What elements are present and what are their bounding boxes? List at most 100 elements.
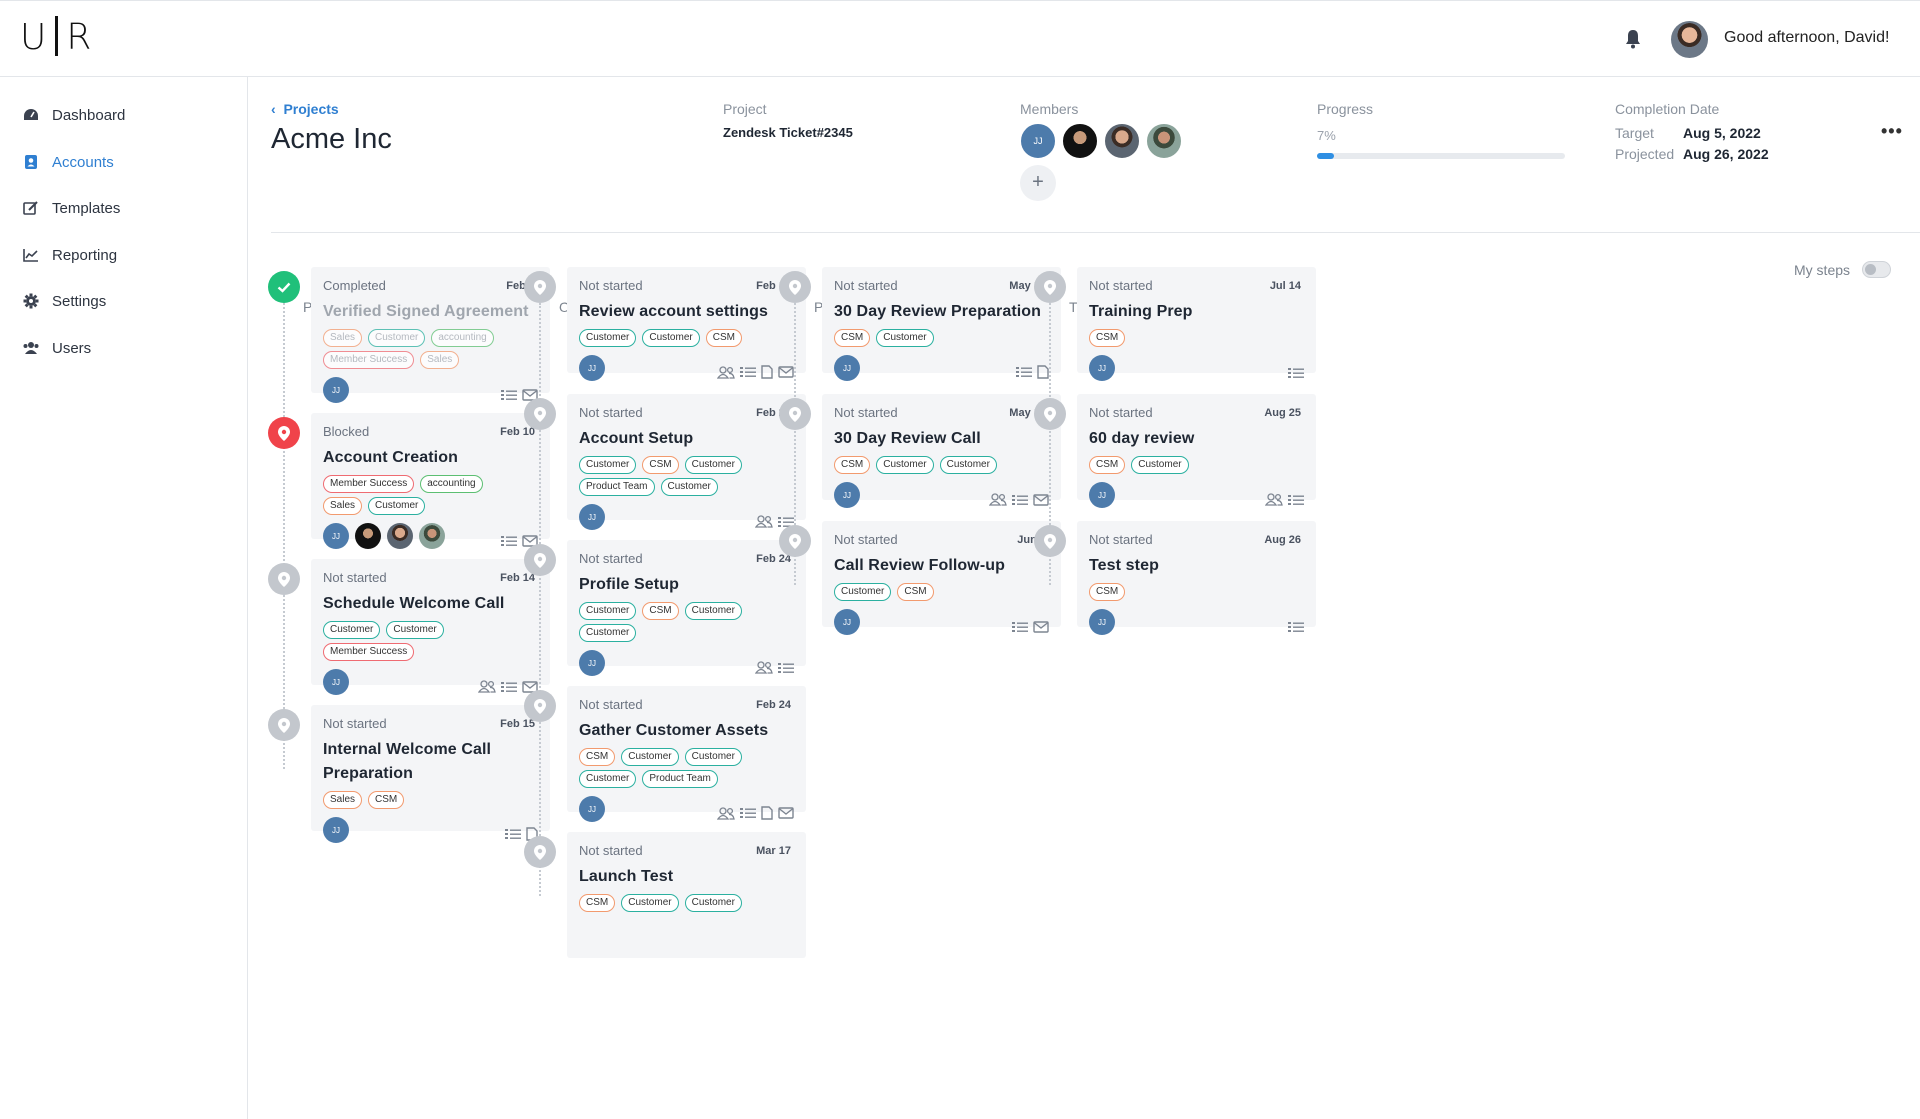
step-card[interactable]: Not started Feb 24 Gather Customer Assets C… xyxy=(567,686,806,822)
step-card[interactable]: Not started Feb 24 Profile Setup Customer CS… xyxy=(567,540,806,676)
member-avatar[interactable] xyxy=(1062,123,1098,159)
step-status: Blocked xyxy=(323,424,370,439)
target-date: Aug 5, 2022 xyxy=(1683,125,1761,141)
step-card[interactable]: Not started May 12 30 Day Review Preparati… xyxy=(822,267,1061,381)
step-date: Aug 26 xyxy=(1264,534,1301,546)
assignee-avatar[interactable]: JJ xyxy=(323,523,349,549)
checklist-icon[interactable] xyxy=(1012,621,1028,633)
step-date: Jul 14 xyxy=(1269,280,1301,292)
member-avatar[interactable]: JJ xyxy=(1020,123,1056,159)
document-icon[interactable] xyxy=(526,827,538,841)
target-label: Target xyxy=(1615,125,1654,141)
checklist-icon[interactable] xyxy=(1288,367,1304,379)
document-icon[interactable] xyxy=(1037,365,1049,379)
checklist-icon[interactable] xyxy=(501,681,517,693)
checklist-icon[interactable] xyxy=(501,389,517,401)
people-icon[interactable] xyxy=(755,661,773,674)
add-member-button[interactable]: + xyxy=(1020,165,1056,201)
document-icon[interactable] xyxy=(761,806,773,820)
more-horizontal-icon[interactable]: ••• xyxy=(1881,121,1903,141)
step-card[interactable]: Not started Mar 17 Launch Test CSM Customer C… xyxy=(567,832,806,958)
assignee-avatar[interactable] xyxy=(355,523,381,549)
assignee-avatar[interactable]: JJ xyxy=(834,482,860,508)
mail-icon[interactable] xyxy=(778,807,794,819)
checklist-icon[interactable] xyxy=(740,366,756,378)
tag-list: Customer Customer CSM xyxy=(579,329,779,347)
step-title: Gather Customer Assets xyxy=(579,722,769,739)
mail-icon[interactable] xyxy=(1033,493,1049,506)
location-pin-icon xyxy=(524,836,556,868)
sidebar-item-reporting[interactable]: Reporting xyxy=(22,243,117,267)
step-card[interactable]: Completed Feb 9 Verified Signed Agreement S… xyxy=(311,267,550,403)
checklist-icon[interactable] xyxy=(1012,494,1028,506)
sidebar-item-settings[interactable]: Settings xyxy=(22,289,106,313)
location-pin-icon xyxy=(1034,398,1066,430)
step-card[interactable]: Not started Jul 14 Training Prep CSM JJ xyxy=(1077,267,1316,381)
assignee-avatar[interactable]: JJ xyxy=(323,669,349,695)
assignee-avatar[interactable]: JJ xyxy=(579,650,605,676)
chart-icon xyxy=(22,246,40,264)
checklist-icon[interactable] xyxy=(505,828,521,840)
checklist-icon[interactable] xyxy=(1016,366,1032,378)
assignee-avatar[interactable]: JJ xyxy=(834,609,860,635)
step-status: Not started xyxy=(579,843,643,858)
step-date: Feb 15 xyxy=(500,718,535,730)
tag-list: CSM Customer Customer xyxy=(579,894,779,912)
assignee-avatar[interactable]: JJ xyxy=(323,817,349,843)
sidebar-item-accounts[interactable]: Accounts xyxy=(22,150,114,174)
checklist-icon[interactable] xyxy=(1288,621,1304,633)
people-icon[interactable] xyxy=(717,365,735,379)
mail-icon[interactable] xyxy=(1033,621,1049,633)
sidebar-item-templates[interactable]: Templates xyxy=(22,196,120,220)
mail-icon[interactable] xyxy=(522,680,538,693)
members-label: Members xyxy=(1020,101,1079,117)
my-steps-toggle[interactable] xyxy=(1862,261,1891,278)
step-card[interactable]: Not started Feb 14 Schedule Welcome Call Cu… xyxy=(311,559,550,695)
assignee-avatar[interactable] xyxy=(419,523,445,549)
sidebar-item-dashboard[interactable]: Dashboard xyxy=(22,103,125,127)
breadcrumb-projects[interactable]: ‹ Projects xyxy=(271,101,339,117)
people-icon[interactable] xyxy=(478,680,496,693)
assignee-avatar[interactable]: JJ xyxy=(579,355,605,381)
step-card[interactable]: Not started Jun 2 Call Review Follow-up Cus… xyxy=(822,521,1061,635)
assignee-avatar[interactable]: JJ xyxy=(1089,609,1115,635)
user-avatar[interactable] xyxy=(1671,21,1708,58)
checklist-icon[interactable] xyxy=(778,662,794,674)
assignee-avatar[interactable]: JJ xyxy=(1089,355,1115,381)
tag: Customer xyxy=(684,894,742,912)
step-card[interactable]: Not started Feb 18 Review account settings… xyxy=(567,267,806,381)
checklist-icon[interactable] xyxy=(501,535,517,547)
tag: Customer xyxy=(684,748,742,766)
people-icon[interactable] xyxy=(989,493,1007,506)
tag: Customer xyxy=(386,621,444,639)
assignee-avatar[interactable]: JJ xyxy=(579,504,605,530)
bell-icon[interactable] xyxy=(1624,29,1642,49)
step-card[interactable]: Not started Aug 26 Test step CSM JJ xyxy=(1077,521,1316,635)
step-card[interactable]: Blocked Feb 10 Account Creation Member Succ… xyxy=(311,413,550,549)
checklist-icon[interactable] xyxy=(1288,494,1304,506)
step-card[interactable]: Not started Aug 25 60 day review CSM Custome… xyxy=(1077,394,1316,508)
projected-label: Projected xyxy=(1615,146,1675,162)
card-footer: JJ xyxy=(323,669,538,695)
people-icon[interactable] xyxy=(1265,493,1283,506)
member-avatar[interactable] xyxy=(1146,123,1182,159)
member-avatar[interactable] xyxy=(1104,123,1140,159)
assignee-avatar[interactable]: JJ xyxy=(323,377,349,403)
step-card[interactable]: Not started Feb 22 Account Setup Customer CS… xyxy=(567,394,806,530)
step-card[interactable]: Not started May 19 30 Day Review Call CSM Cu… xyxy=(822,394,1061,508)
tag: Customer xyxy=(684,456,742,474)
step-status: Completed xyxy=(323,278,386,293)
checklist-icon[interactable] xyxy=(740,807,756,819)
sidebar-item-users[interactable]: Users xyxy=(22,336,91,360)
people-icon[interactable] xyxy=(717,806,735,820)
step-card[interactable]: Not started Feb 15 Internal Welcome Call P… xyxy=(311,705,550,843)
people-icon[interactable] xyxy=(755,515,773,528)
assignee-avatar[interactable] xyxy=(387,523,413,549)
assignee-avatar[interactable]: JJ xyxy=(579,796,605,822)
document-icon[interactable] xyxy=(761,365,773,379)
assignee-avatar[interactable]: JJ xyxy=(1089,482,1115,508)
assignee-avatar[interactable]: JJ xyxy=(834,355,860,381)
mail-icon[interactable] xyxy=(778,366,794,378)
tag: Member Success xyxy=(323,475,415,493)
